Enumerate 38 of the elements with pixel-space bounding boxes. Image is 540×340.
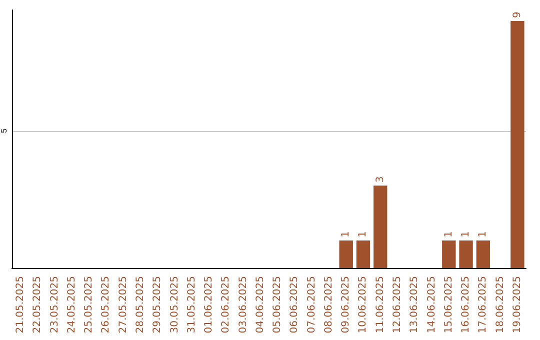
data-label: 1	[460, 231, 472, 238]
x-tick-label: 31.05.2025	[186, 276, 198, 334]
x-tick-label: 14.06.2025	[426, 276, 438, 334]
x-tick-label: 15.06.2025	[443, 276, 454, 334]
x-tick-label: 09.06.2025	[340, 276, 352, 334]
x-tick-label: 26.05.2025	[100, 276, 112, 334]
x-tick-label: 18.06.2025	[494, 276, 506, 334]
data-label: 9	[512, 12, 523, 18]
x-tick-label: 10.06.2025	[358, 276, 369, 334]
data-label: 1	[478, 231, 489, 238]
y-tick-label: 5	[0, 128, 8, 133]
x-tick-label: 04.06.2025	[254, 276, 266, 334]
x-tick-label: 21.05.2025	[15, 276, 26, 334]
x-tick-label: 03.06.2025	[238, 276, 249, 334]
x-tick-label: 27.05.2025	[118, 276, 129, 334]
data-label: 1	[358, 231, 369, 238]
x-tick-label: 28.05.2025	[135, 276, 146, 334]
x-tick-label: 24.05.2025	[66, 276, 78, 334]
x-tick-label: 19.06.2025	[512, 276, 523, 334]
x-tick-label: 29.05.2025	[152, 276, 164, 334]
x-tick-label: 17.06.2025	[478, 276, 489, 334]
x-tick-label: 02.06.2025	[220, 276, 232, 334]
x-tick-label: 23.05.2025	[49, 276, 60, 334]
x-tick-label: 05.06.2025	[272, 276, 284, 334]
x-tick-label: 01.06.2025	[204, 276, 215, 334]
data-label: 1	[443, 231, 454, 238]
x-tick-label: 22.05.2025	[32, 276, 44, 334]
x-tick-label: 25.05.2025	[84, 276, 95, 334]
x-tick-label: 12.06.2025	[392, 276, 403, 334]
data-label: 3	[374, 176, 386, 183]
x-tick-label: 06.06.2025	[289, 276, 300, 334]
data-label: 1	[340, 231, 352, 238]
x-tick-label: 16.06.2025	[460, 276, 472, 334]
x-tick-label: 30.05.2025	[169, 276, 180, 334]
x-tick-label: 08.06.2025	[323, 276, 334, 334]
x-tick-label: 07.06.2025	[306, 276, 318, 334]
x-tick-label: 11.06.2025	[374, 276, 386, 334]
x-tick-label: 13.06.2025	[409, 276, 420, 334]
